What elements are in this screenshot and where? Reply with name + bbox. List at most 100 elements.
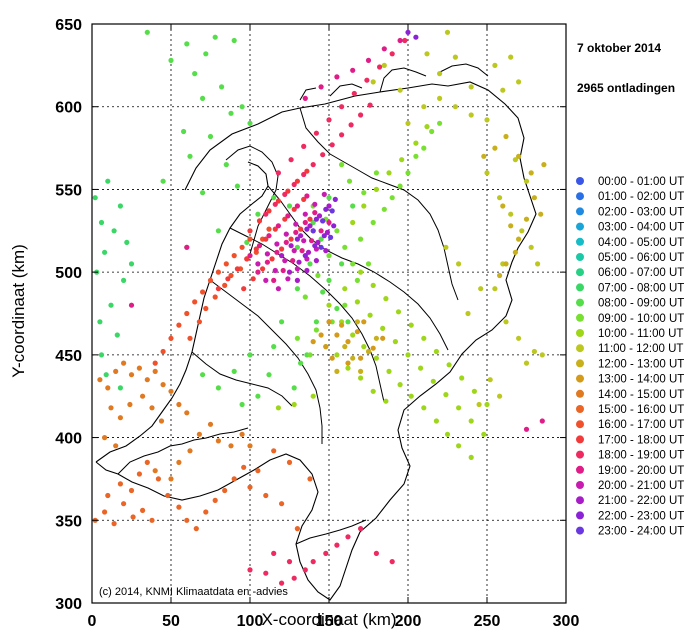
- data-point: [413, 140, 419, 146]
- data-point: [323, 206, 329, 212]
- data-point: [516, 153, 522, 159]
- series-22: [294, 29, 419, 259]
- data-point: [339, 162, 345, 168]
- data-point: [165, 492, 171, 499]
- data-point: [468, 112, 474, 118]
- data-point: [283, 239, 289, 245]
- data-point: [332, 196, 338, 202]
- data-point: [339, 322, 345, 328]
- data-point: [168, 335, 174, 341]
- data-point: [293, 229, 299, 235]
- data-point: [508, 211, 514, 217]
- legend-label: 20:00 - 21:00 UT: [598, 480, 684, 492]
- data-point: [307, 352, 313, 358]
- data-point: [108, 405, 114, 411]
- data-point: [361, 319, 367, 325]
- data-point: [299, 248, 305, 254]
- data-point: [144, 29, 150, 35]
- data-point: [244, 256, 250, 262]
- data-point: [318, 228, 324, 234]
- data-point: [471, 388, 477, 394]
- data-point: [381, 46, 387, 52]
- data-point: [358, 368, 364, 374]
- legend-label: 07:00 - 08:00 UT: [598, 282, 684, 294]
- data-point: [383, 296, 389, 302]
- data-point: [326, 203, 332, 209]
- data-point: [413, 34, 419, 40]
- data-point: [444, 29, 451, 35]
- legend-marker: [576, 253, 584, 261]
- data-point: [184, 410, 190, 416]
- series-21: [279, 203, 332, 283]
- data-point: [266, 372, 272, 378]
- data-point: [512, 249, 519, 255]
- data-point: [421, 335, 427, 341]
- data-point: [500, 87, 506, 93]
- data-point: [255, 211, 261, 217]
- data-point: [231, 368, 237, 374]
- data-point: [468, 84, 474, 90]
- data-point: [345, 534, 351, 540]
- data-point: [523, 178, 530, 184]
- data-point: [113, 368, 119, 374]
- data-point: [361, 190, 367, 196]
- data-point: [271, 277, 277, 283]
- data-point: [358, 112, 364, 118]
- data-point: [301, 196, 307, 202]
- legend-marker: [576, 435, 584, 444]
- data-point: [326, 253, 332, 259]
- data-point: [313, 327, 319, 333]
- data-point: [121, 501, 127, 507]
- data-point: [102, 435, 108, 441]
- data-point: [128, 487, 135, 494]
- data-point: [193, 526, 199, 532]
- data-point: [389, 559, 395, 565]
- copyright-label: (c) 2014, KNMI Klimaatdata en -advies: [99, 586, 288, 598]
- data-point: [239, 401, 245, 408]
- data-point: [203, 305, 209, 312]
- data-point: [345, 360, 351, 366]
- data-point: [103, 372, 109, 378]
- data-point: [288, 157, 294, 163]
- data-point: [310, 228, 316, 234]
- data-point: [260, 266, 266, 272]
- data-point: [231, 253, 237, 259]
- data-point: [128, 261, 135, 267]
- data-point: [279, 319, 285, 325]
- legend-marker: [576, 526, 584, 535]
- data-point: [286, 269, 293, 275]
- data-point: [275, 286, 281, 292]
- data-point: [358, 236, 364, 242]
- data-point: [302, 294, 308, 300]
- data-point: [413, 153, 419, 159]
- data-point: [102, 249, 108, 255]
- data-point: [386, 170, 392, 176]
- legend-label: 04:00 - 05:00 UT: [598, 237, 684, 249]
- data-point: [124, 239, 130, 245]
- data-point: [184, 310, 190, 317]
- data-point: [350, 355, 356, 361]
- data-point: [318, 332, 324, 338]
- data-point: [492, 62, 498, 68]
- legend-marker: [576, 344, 584, 353]
- data-point: [130, 514, 136, 520]
- legend-marker: [576, 268, 584, 277]
- data-point: [354, 299, 360, 305]
- data-point: [274, 249, 280, 255]
- data-point: [291, 575, 297, 581]
- data-point: [437, 71, 443, 77]
- series-7: [92, 178, 135, 391]
- data-point: [231, 37, 237, 44]
- data-point: [481, 153, 487, 159]
- data-point: [421, 104, 427, 110]
- data-point: [222, 282, 228, 288]
- data-point: [200, 95, 206, 101]
- data-point: [354, 277, 360, 283]
- data-point: [149, 405, 155, 411]
- data-point: [264, 259, 270, 265]
- data-point: [136, 471, 142, 477]
- legend-label: 08:00 - 09:00 UT: [598, 298, 684, 310]
- data-point: [228, 110, 234, 116]
- data-point: [291, 385, 297, 391]
- data-point: [271, 550, 277, 557]
